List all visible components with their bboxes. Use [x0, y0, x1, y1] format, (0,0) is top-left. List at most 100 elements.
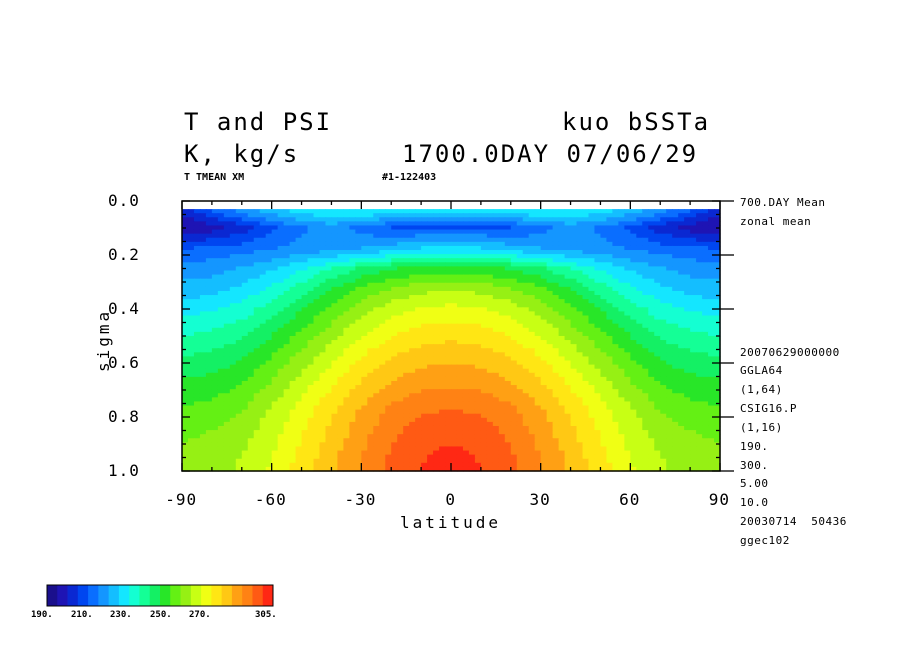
heatmap-cell — [349, 233, 356, 239]
heatmap-cell — [558, 356, 566, 362]
heatmap-cell — [630, 372, 637, 378]
heatmap-cell — [337, 417, 344, 423]
heatmap-cell — [528, 315, 536, 321]
heatmap-cell — [205, 274, 213, 280]
heatmap-cell — [468, 405, 476, 411]
heatmap-cell — [217, 233, 225, 239]
heatmap-cell — [636, 307, 643, 312]
heatmap-cell — [361, 237, 368, 243]
heatmap-cell — [654, 213, 661, 218]
heatmap-cell — [612, 258, 619, 263]
heatmap-cell — [672, 311, 679, 317]
heatmap-cell — [199, 409, 207, 415]
heatmap-cell — [498, 425, 506, 431]
heatmap-cell — [516, 266, 524, 272]
heatmap-cell — [498, 417, 506, 423]
heatmap-cell — [504, 393, 512, 398]
heatmap-cell — [576, 245, 584, 251]
heatmap-cell — [462, 389, 470, 394]
heatmap-cell — [415, 217, 422, 222]
heatmap-cell — [193, 315, 201, 321]
heatmap-cell — [379, 270, 386, 276]
heatmap-cell — [600, 315, 608, 321]
heatmap-cell — [415, 376, 422, 382]
heatmap-cell — [445, 417, 452, 423]
heatmap-cell — [510, 372, 518, 378]
heatmap-cell — [253, 282, 261, 288]
heatmap-cell — [421, 380, 428, 386]
heatmap-cell — [247, 335, 255, 341]
heatmap-cell — [486, 360, 494, 366]
heatmap-cell — [468, 295, 476, 300]
heatmap-cell — [313, 266, 321, 272]
heatmap-cell — [624, 425, 631, 431]
heatmap-cell — [301, 233, 309, 239]
heatmap-cell — [456, 303, 464, 308]
heatmap-cell — [678, 278, 685, 284]
heatmap-cell — [301, 434, 309, 439]
heatmap-cell — [552, 209, 560, 214]
heatmap-cell — [301, 376, 309, 382]
heatmap-cell — [522, 344, 530, 349]
heatmap-cell — [480, 237, 488, 243]
heatmap-cell — [199, 250, 207, 255]
heatmap-cell — [367, 237, 374, 243]
heatmap-cell — [385, 344, 392, 349]
heatmap-cell — [600, 348, 608, 353]
heatmap-cell — [337, 430, 344, 435]
heatmap-cell — [660, 421, 667, 427]
heatmap-cell — [331, 385, 339, 390]
heatmap-cell — [600, 286, 608, 292]
heatmap-cell — [301, 295, 309, 300]
heatmap-cell — [433, 413, 440, 419]
heatmap-cell — [474, 299, 482, 304]
heatmap-cell — [516, 307, 524, 312]
heatmap-cell — [594, 258, 602, 263]
heatmap-cell — [588, 229, 596, 235]
heatmap-cell — [690, 217, 697, 222]
heatmap-cell — [397, 372, 404, 378]
heatmap-cell — [379, 380, 386, 386]
heatmap-cell — [367, 348, 374, 353]
heatmap-cell — [361, 405, 368, 411]
heatmap-cell — [576, 290, 584, 296]
heatmap-cell — [451, 225, 458, 231]
heatmap-cell — [474, 401, 482, 407]
heatmap-cell — [540, 221, 548, 227]
heatmap-cell — [427, 307, 434, 312]
heatmap-cell — [307, 368, 315, 374]
heatmap-cell — [648, 348, 655, 353]
heatmap-cell — [474, 315, 482, 321]
heatmap-cell — [558, 299, 566, 304]
heatmap-cell — [708, 372, 715, 378]
heatmap-cell — [540, 397, 548, 403]
heatmap-cell — [660, 221, 667, 227]
heatmap-cell — [474, 323, 482, 329]
heatmap-cell — [307, 258, 315, 263]
heatmap-cell — [217, 385, 225, 390]
heatmap-cell — [474, 266, 482, 272]
heatmap-cell — [385, 401, 392, 407]
heatmap-cell — [546, 421, 554, 427]
heatmap-cell — [714, 290, 721, 296]
heatmap-cell — [672, 241, 679, 247]
heatmap-cell — [528, 221, 536, 227]
heatmap-cell — [600, 290, 608, 296]
heatmap-cell — [439, 315, 446, 321]
heatmap-cell — [385, 241, 392, 247]
heatmap-cell — [397, 237, 404, 243]
heatmap-cell — [367, 385, 374, 390]
heatmap-cell — [439, 266, 446, 272]
heatmap-cell — [415, 344, 422, 349]
heatmap-cell — [540, 286, 548, 292]
heatmap-cell — [654, 266, 661, 272]
heatmap-cell — [295, 237, 303, 243]
heatmap-cell — [480, 278, 488, 284]
heatmap-cell — [714, 389, 721, 394]
heatmap-cell — [199, 245, 207, 251]
heatmap-cell — [343, 372, 350, 378]
heatmap-cell — [361, 319, 368, 325]
heatmap-cell — [702, 233, 709, 239]
heatmap-cell — [540, 250, 548, 255]
heatmap-cell — [421, 409, 428, 415]
